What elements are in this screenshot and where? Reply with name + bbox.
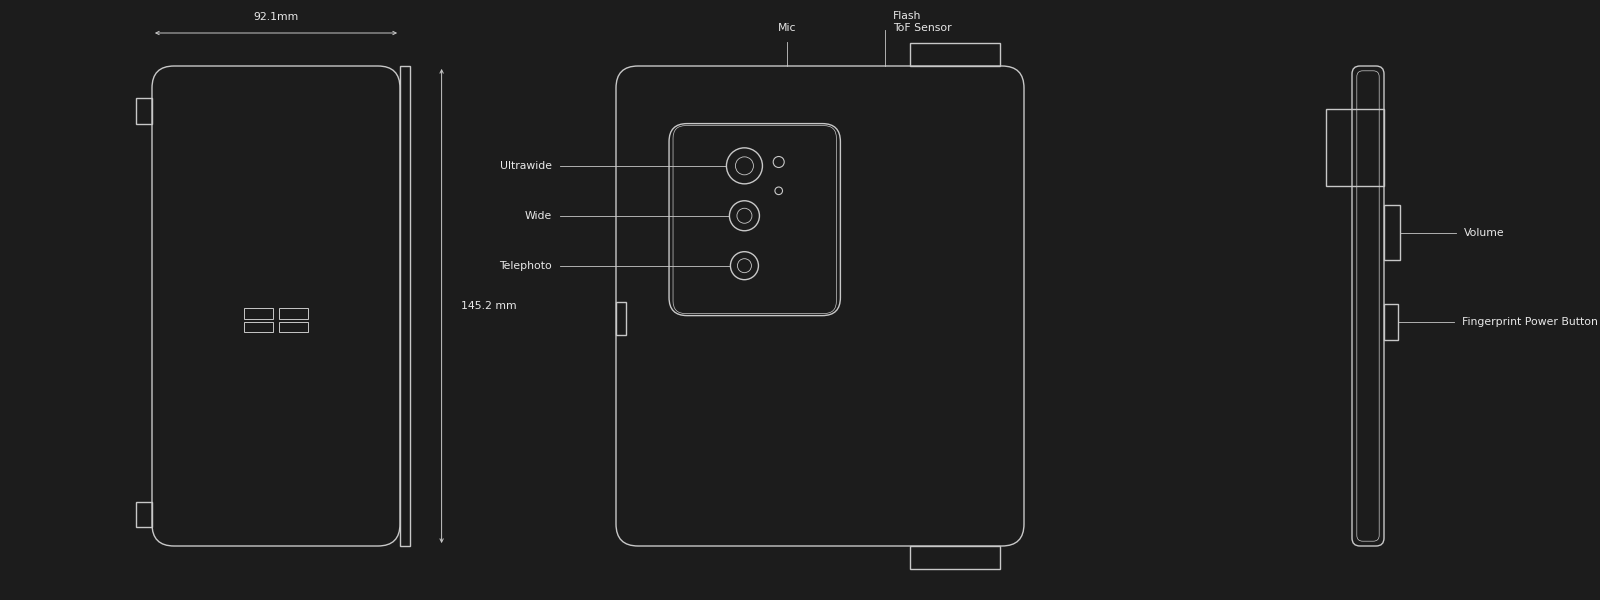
Text: Telephoto: Telephoto xyxy=(499,260,552,271)
Bar xyxy=(910,546,1000,569)
Bar xyxy=(243,322,272,332)
Text: ToF Sensor: ToF Sensor xyxy=(893,23,952,33)
Bar xyxy=(400,66,410,546)
Text: Volume: Volume xyxy=(1464,228,1504,238)
Bar xyxy=(616,302,626,335)
Bar xyxy=(1326,109,1384,186)
Text: Ultrawide: Ultrawide xyxy=(499,161,552,171)
Bar xyxy=(910,43,1000,66)
Text: Wide: Wide xyxy=(525,211,552,221)
Text: 92.1mm: 92.1mm xyxy=(253,12,299,22)
Text: 145.2 mm: 145.2 mm xyxy=(461,301,517,311)
Bar xyxy=(1384,205,1400,260)
Text: Flash: Flash xyxy=(893,11,922,21)
Text: Fingerprint Power Button: Fingerprint Power Button xyxy=(1462,317,1598,326)
Bar xyxy=(1384,304,1398,340)
Bar xyxy=(278,322,307,332)
Bar xyxy=(278,308,307,319)
Text: Mic: Mic xyxy=(778,23,797,33)
Bar xyxy=(136,98,152,124)
Bar xyxy=(243,308,272,319)
Bar xyxy=(136,502,152,527)
